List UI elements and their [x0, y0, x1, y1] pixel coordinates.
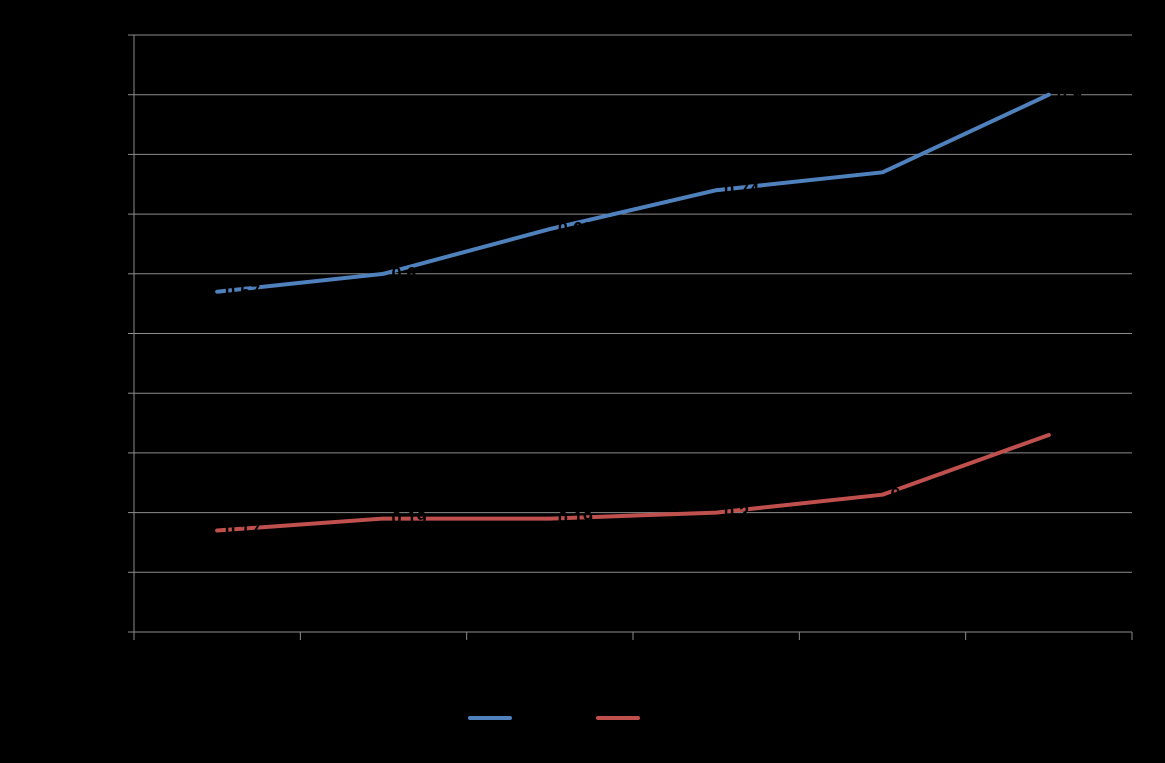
- data-labels: 0.57 0.6 0.68 0.74 0.9 0.17 0.19 0.19 0.2 0.23: [225, 85, 1082, 541]
- data-label: 0.23: [891, 485, 926, 505]
- data-label: 0.68: [558, 219, 593, 239]
- series-lines: [215, 92, 1051, 533]
- series-line-1: [215, 92, 1051, 294]
- data-label: 0.19: [392, 509, 427, 529]
- data-label: 0.6: [392, 264, 417, 284]
- data-label: 0.19: [558, 509, 593, 529]
- data-label: 0.9: [1057, 85, 1082, 105]
- data-label: 0.57: [225, 282, 260, 302]
- gridlines: [134, 34, 1132, 573]
- data-label: 0.17: [225, 521, 260, 541]
- data-label: 0.74: [724, 180, 759, 200]
- series-line-2: [215, 432, 1051, 533]
- data-label: 0.2: [724, 503, 749, 523]
- axes: [128, 34, 1133, 640]
